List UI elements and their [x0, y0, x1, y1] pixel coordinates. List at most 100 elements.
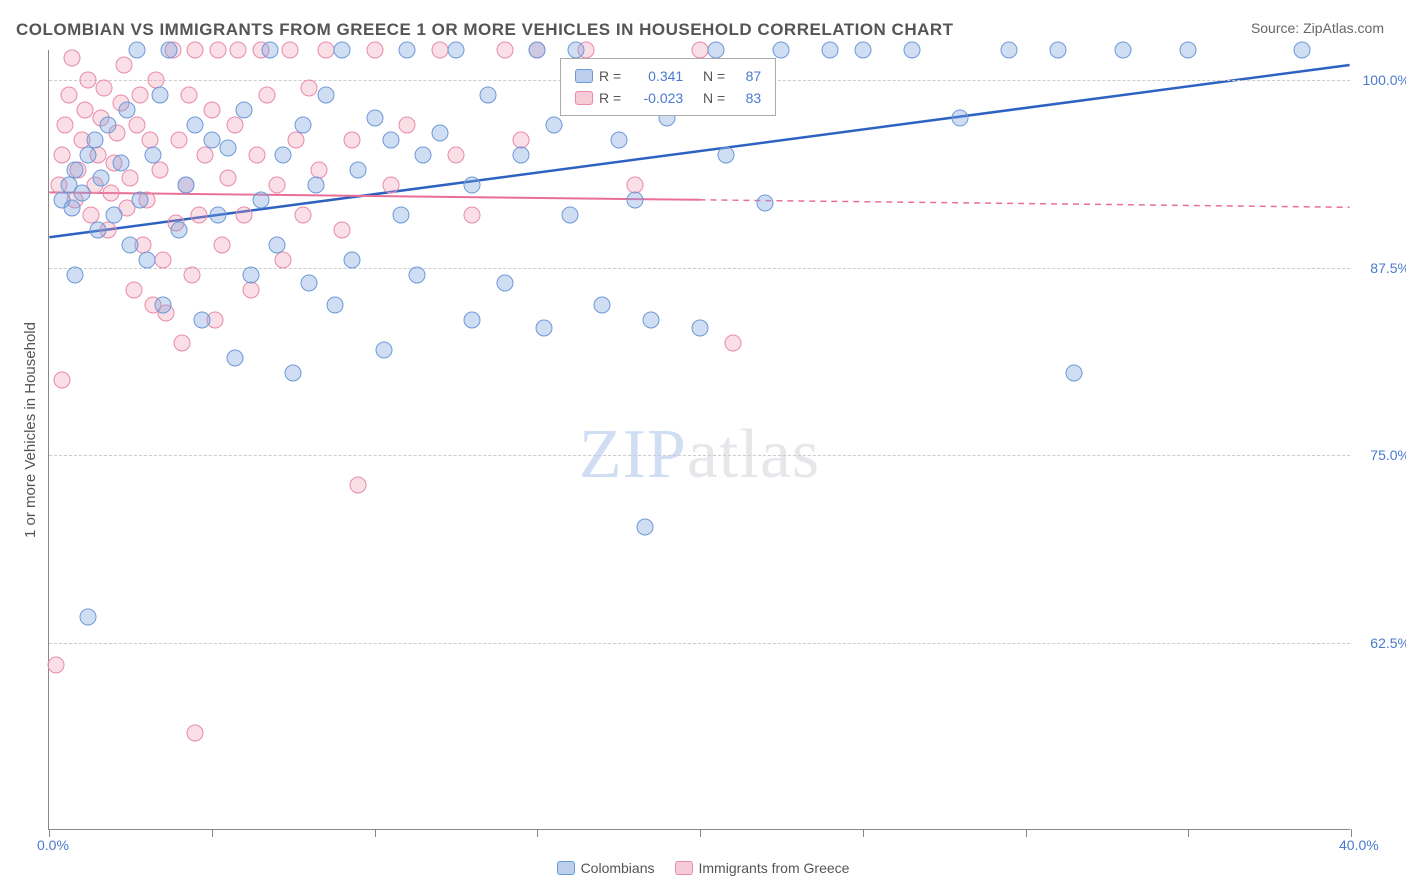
data-point — [415, 147, 432, 164]
data-point — [80, 147, 97, 164]
data-point — [718, 147, 735, 164]
data-point — [242, 267, 259, 284]
data-point — [288, 132, 305, 149]
data-point — [529, 42, 546, 59]
data-point — [112, 154, 129, 171]
data-point — [1001, 42, 1018, 59]
data-point — [132, 192, 149, 209]
data-point — [431, 124, 448, 141]
legend-swatch — [575, 91, 593, 105]
data-point — [93, 169, 110, 186]
data-point — [220, 139, 237, 156]
data-point — [447, 147, 464, 164]
legend-swatch — [557, 861, 575, 875]
data-point — [128, 117, 145, 134]
data-point — [63, 49, 80, 66]
data-point — [220, 169, 237, 186]
data-point — [496, 274, 513, 291]
data-point — [464, 177, 481, 194]
y-tick-label: 100.0% — [1363, 72, 1406, 88]
data-point — [952, 109, 969, 126]
x-tick — [212, 829, 213, 837]
data-point — [464, 207, 481, 224]
data-point — [382, 177, 399, 194]
gridline — [49, 455, 1350, 456]
data-point — [692, 319, 709, 336]
data-point — [122, 237, 139, 254]
data-point — [594, 297, 611, 314]
data-point — [249, 147, 266, 164]
legend-label: Colombians — [581, 860, 655, 876]
data-point — [67, 267, 84, 284]
data-point — [1180, 42, 1197, 59]
data-point — [294, 117, 311, 134]
data-point — [1115, 42, 1132, 59]
trend-lines — [49, 50, 1350, 829]
x-tick — [700, 829, 701, 837]
data-point — [119, 102, 136, 119]
data-point — [89, 222, 106, 239]
data-point — [125, 282, 142, 299]
data-point — [86, 132, 103, 149]
data-point — [236, 102, 253, 119]
x-tick — [1351, 829, 1352, 837]
data-point — [343, 132, 360, 149]
source-attribution: Source: ZipAtlas.com — [1251, 20, 1384, 36]
data-point — [161, 42, 178, 59]
data-point — [350, 477, 367, 494]
data-point — [285, 364, 302, 381]
data-point — [822, 42, 839, 59]
data-point — [262, 42, 279, 59]
data-point — [151, 162, 168, 179]
data-point — [392, 207, 409, 224]
data-point — [275, 252, 292, 269]
data-point — [854, 42, 871, 59]
source-value: ZipAtlas.com — [1303, 20, 1384, 36]
data-point — [275, 147, 292, 164]
data-point — [636, 519, 653, 536]
data-point — [193, 312, 210, 329]
data-point — [213, 237, 230, 254]
gridline — [49, 643, 1350, 644]
legend-stat-row: R = -0.023 N = 83 — [575, 87, 761, 109]
data-point — [294, 207, 311, 224]
legend-swatch — [575, 69, 593, 83]
data-point — [301, 79, 318, 96]
data-point — [301, 274, 318, 291]
data-point — [226, 349, 243, 366]
data-point — [99, 117, 116, 134]
data-point — [757, 195, 774, 212]
data-point — [903, 42, 920, 59]
data-point — [80, 72, 97, 89]
data-point — [122, 169, 139, 186]
data-point — [447, 42, 464, 59]
data-point — [236, 207, 253, 224]
data-point — [174, 334, 191, 351]
data-point — [76, 102, 93, 119]
data-point — [376, 342, 393, 359]
data-point — [210, 42, 227, 59]
data-point — [203, 132, 220, 149]
data-point — [57, 117, 74, 134]
data-point — [154, 252, 171, 269]
r-value: -0.023 — [627, 90, 683, 106]
data-point — [190, 207, 207, 224]
data-point — [366, 109, 383, 126]
data-point — [229, 42, 246, 59]
n-value: 87 — [731, 68, 761, 84]
chart-title: COLOMBIAN VS IMMIGRANTS FROM GREECE 1 OR… — [16, 20, 954, 40]
data-point — [268, 237, 285, 254]
x-tick — [49, 829, 50, 837]
data-point — [80, 609, 97, 626]
n-label: N = — [703, 68, 725, 84]
legend-series-item: Colombians — [557, 860, 655, 876]
data-point — [333, 222, 350, 239]
legend-series-item: Immigrants from Greece — [675, 860, 850, 876]
data-point — [67, 162, 84, 179]
data-point — [210, 207, 227, 224]
x-tick — [863, 829, 864, 837]
data-point — [692, 42, 709, 59]
data-point — [535, 319, 552, 336]
legend-swatch — [675, 861, 693, 875]
data-point — [180, 87, 197, 104]
